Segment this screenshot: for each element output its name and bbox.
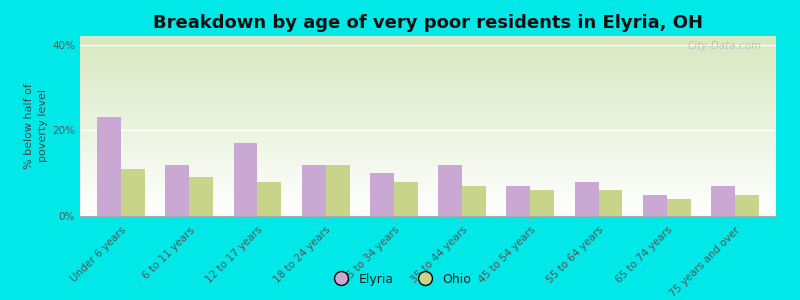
Bar — [506, 186, 530, 216]
Bar — [121, 169, 145, 216]
Bar — [189, 177, 213, 216]
Bar — [234, 143, 258, 216]
Bar — [711, 186, 735, 216]
Y-axis label: % below half of
poverty level: % below half of poverty level — [24, 83, 48, 169]
Bar — [530, 190, 554, 216]
Bar — [667, 199, 690, 216]
Bar — [258, 182, 282, 216]
Bar — [166, 165, 189, 216]
Bar — [370, 173, 394, 216]
Bar — [574, 182, 598, 216]
Text: City-Data.com: City-Data.com — [688, 41, 762, 51]
Legend: Elyria, Ohio: Elyria, Ohio — [324, 268, 476, 291]
Bar — [302, 165, 326, 216]
Bar — [643, 195, 667, 216]
Bar — [97, 117, 121, 216]
Bar — [462, 186, 486, 216]
Title: Breakdown by age of very poor residents in Elyria, OH: Breakdown by age of very poor residents … — [153, 14, 703, 32]
Bar — [438, 165, 462, 216]
Bar — [326, 165, 350, 216]
Bar — [735, 195, 759, 216]
Bar — [394, 182, 418, 216]
Bar — [598, 190, 622, 216]
